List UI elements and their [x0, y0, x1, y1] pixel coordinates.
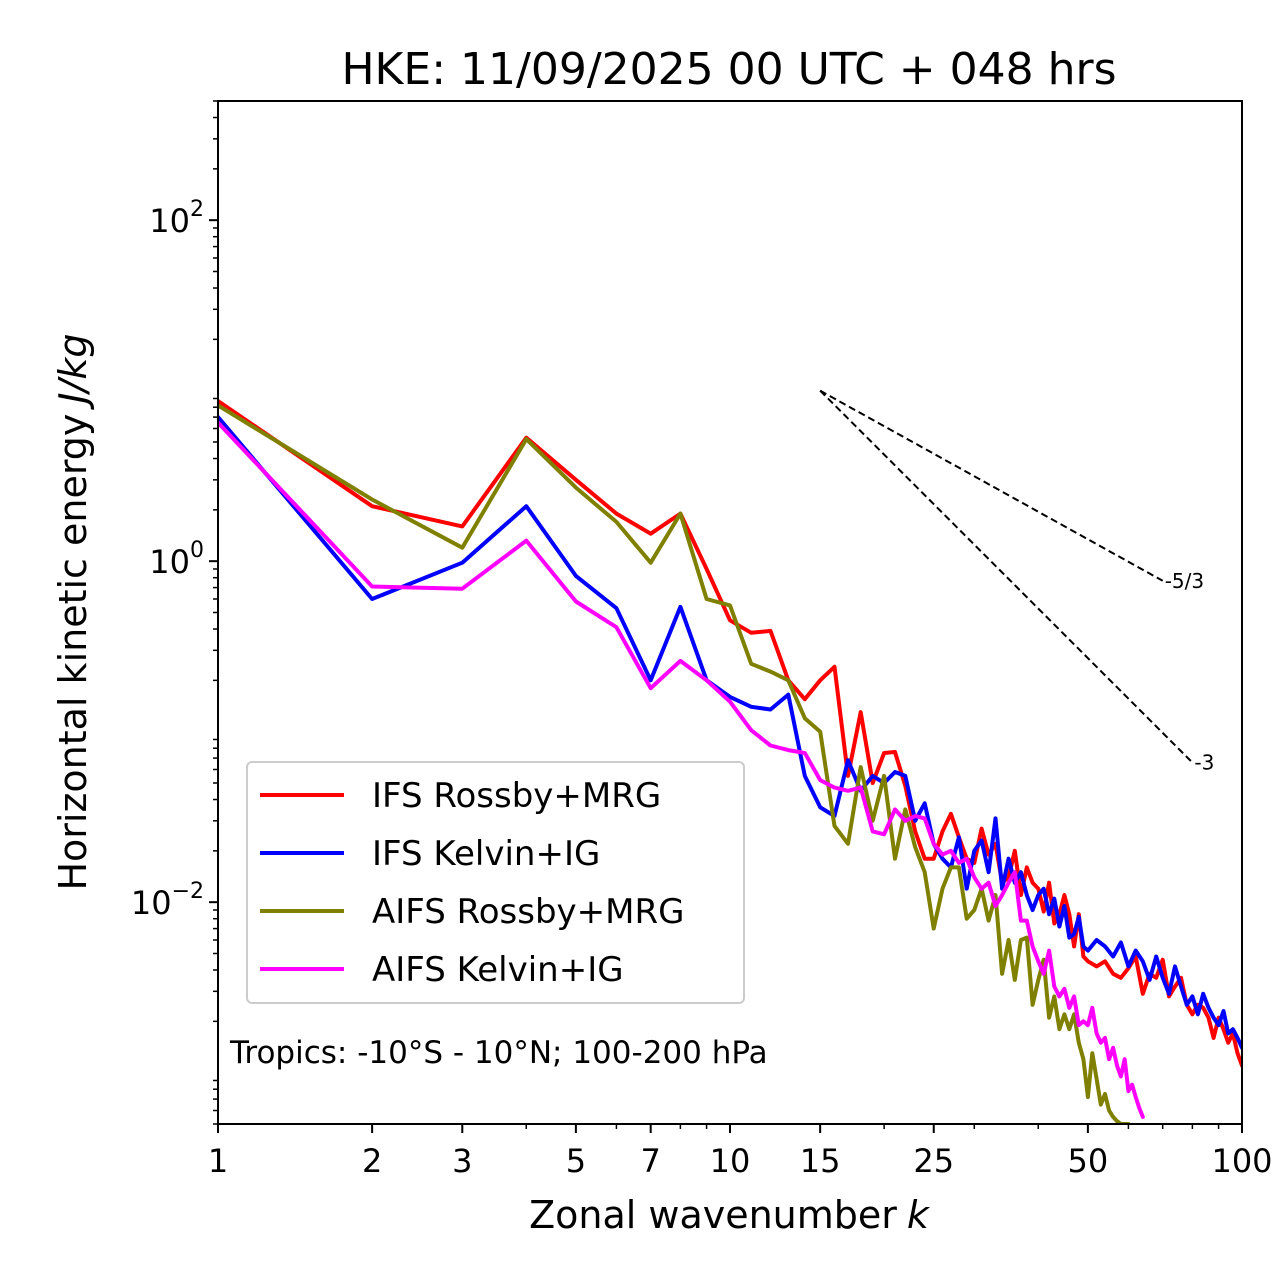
y-axis-label-text: Horizontal kinetic energy: [51, 414, 95, 891]
legend-label-1: IFS Kelvin+IG: [372, 834, 600, 874]
legend-label-3: AIFS Kelvin+IG: [372, 950, 624, 990]
y-axis-units: J/kg: [51, 333, 95, 410]
series-line-1: [218, 415, 1242, 1050]
series-lines: [218, 399, 1242, 1124]
legend: IFS Rossby+MRG IFS Kelvin+IG AIFS Rossby+M…: [246, 761, 745, 1004]
legend-box: [246, 761, 745, 1004]
legend-label-0: IFS Rossby+MRG: [372, 776, 661, 816]
x-tick-label: 100: [1211, 1142, 1272, 1180]
series-line-3: [218, 420, 1145, 1119]
y-tick-label: 102: [149, 197, 204, 240]
y-axis-label: Horizontal kinetic energyJ/kg: [51, 333, 95, 890]
x-axis: 1 2 3 5 7 10 15 25 50 100: [208, 1124, 1273, 1180]
x-tick-label: 50: [1068, 1142, 1109, 1180]
x-tick-label: 15: [800, 1142, 841, 1180]
reference-slope-label-1: -3: [1194, 751, 1214, 775]
y-tick-label: 10−2: [131, 879, 204, 922]
x-axis-variable: k: [907, 1193, 931, 1237]
x-tick-label: 1: [208, 1142, 228, 1180]
y-tick-label: 100: [149, 538, 204, 581]
x-tick-label: 25: [913, 1142, 954, 1180]
chart-title: HKE: 11/09/2025 00 UTC + 048 hrs: [341, 44, 1116, 95]
x-axis-label: Zonal wavenumber k: [529, 1193, 931, 1237]
x-tick-label: 3: [452, 1142, 472, 1180]
x-tick-label: 10: [710, 1142, 751, 1180]
x-tick-label: 5: [566, 1142, 586, 1180]
y-axis: 10−2 100 102: [131, 100, 218, 1125]
legend-label-2: AIFS Rossby+MRG: [372, 892, 684, 932]
series-line-2: [218, 403, 1131, 1124]
x-tick-label: 7: [641, 1142, 661, 1180]
x-tick-label: 2: [362, 1142, 382, 1180]
x-axis-label-text: Zonal wavenumber: [529, 1193, 897, 1237]
reference-slope-label-0: -5/3: [1165, 569, 1204, 593]
region-annotation: Tropics: -10°S - 10°N; 100-200 hPa: [229, 1035, 768, 1071]
